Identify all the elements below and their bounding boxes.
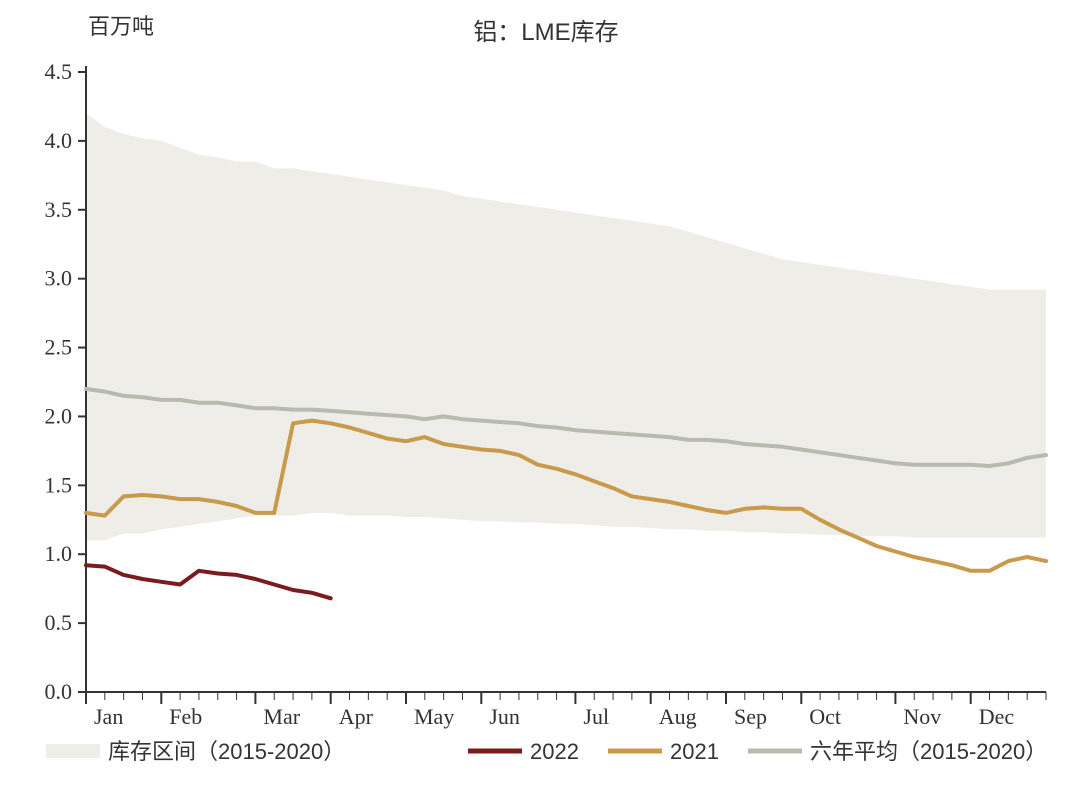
x-tick-label: Dec [979,704,1015,729]
legend-label: 2022 [530,739,579,764]
x-tick-label: Nov [903,704,941,729]
chart-title: 铝：LME库存 [473,19,618,46]
legend: 库存区间（2015-2020） 2022 2021 六年平均（2015-2020） [46,739,1047,764]
legend-label: 库存区间（2015-2020） [108,739,345,764]
x-tick-label: Aug [659,704,697,729]
y-tick-label: 2.5 [45,335,73,360]
chart-svg: 0.0 0.5 1.0 1.5 2.0 2.5 3.0 3.5 4.0 4.5 Jan Feb Mar A… [0,0,1080,786]
chart-container: 0.0 0.5 1.0 1.5 2.0 2.5 3.0 3.5 4.0 4.5 Jan Feb Mar A… [0,0,1080,786]
x-tick-label: Apr [339,704,374,729]
y-tick-label: 2.0 [45,403,73,428]
y-tick-label: 4.5 [45,59,73,84]
x-tick-label: May [414,704,454,729]
y-tick-label: 4.0 [45,128,73,153]
y-tick-label: 0.0 [45,679,73,704]
y-tick-label: 1.0 [45,541,73,566]
x-tick-label: Jan [94,704,123,729]
y-tick-label: 0.5 [45,610,73,635]
x-tick-label: Feb [169,704,202,729]
legend-label: 2021 [670,739,719,764]
x-tick-label: Mar [263,704,300,729]
legend-swatch [46,744,100,758]
x-tick-label: Sep [734,704,767,729]
y-tick-label: 3.0 [45,266,73,291]
y-unit-label: 百万吨 [88,14,154,39]
legend-label: 六年平均（2015-2020） [810,739,1047,764]
y-tick-label: 1.5 [45,472,73,497]
x-tick-label: Jul [583,704,609,729]
y-tick-label: 3.5 [45,197,73,222]
x-tick-label: Jun [489,704,520,729]
x-tick-label: Oct [809,704,841,729]
